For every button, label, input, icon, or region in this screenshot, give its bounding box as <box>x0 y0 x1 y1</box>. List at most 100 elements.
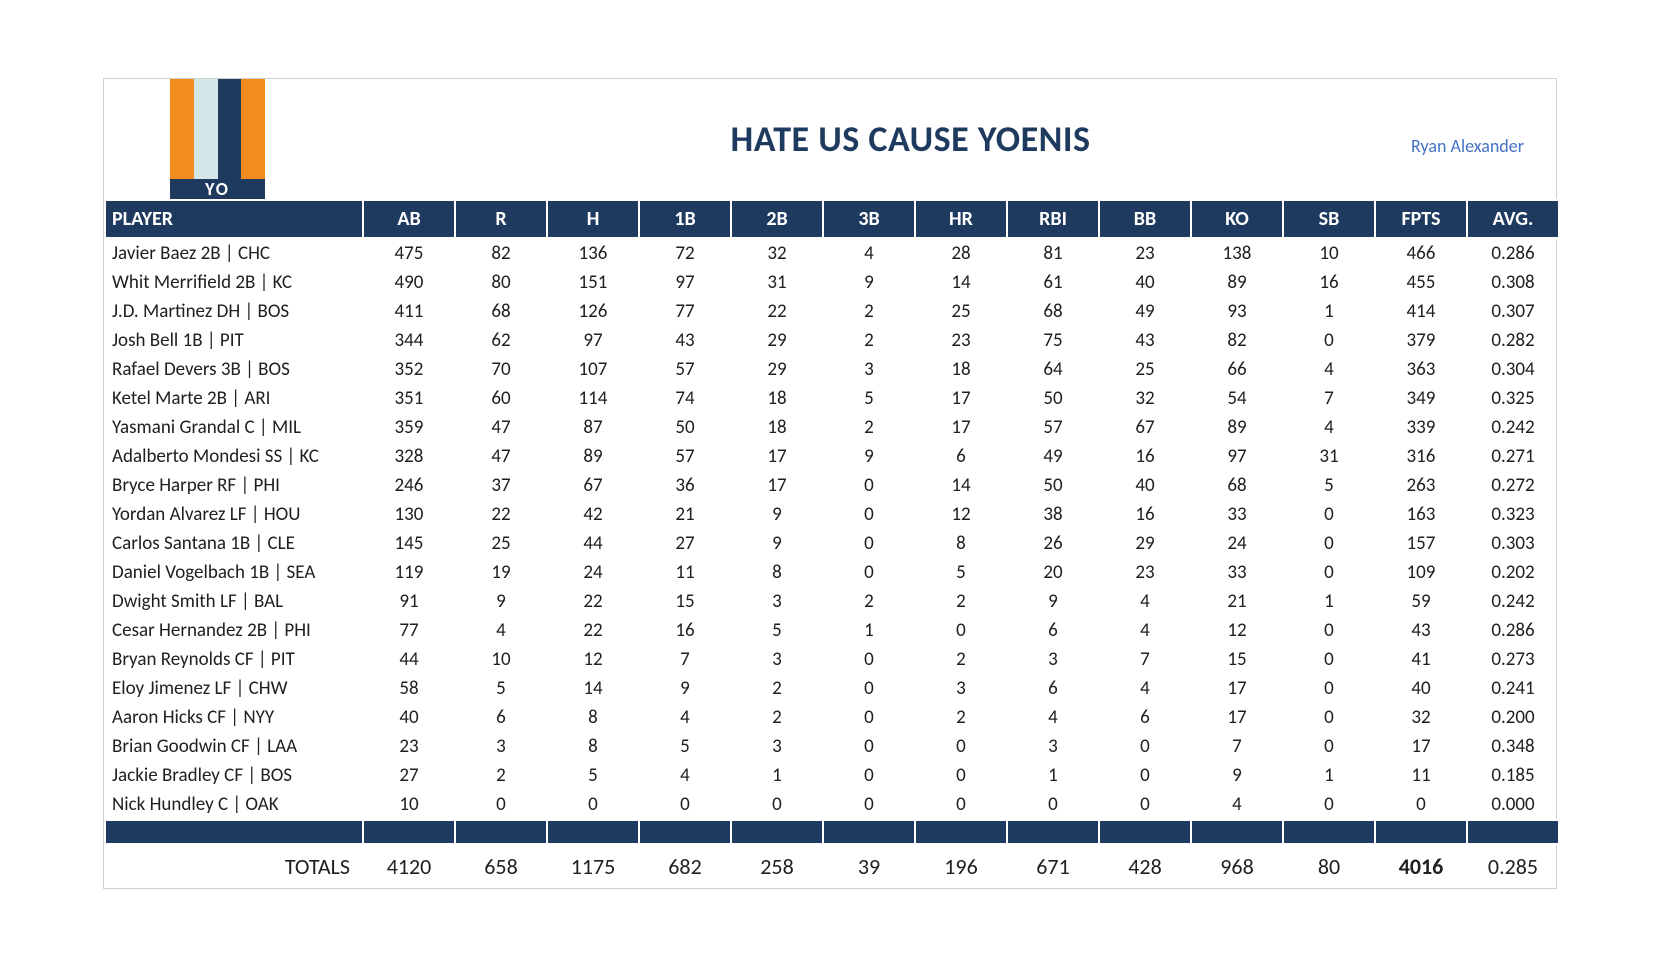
stat-cell: 21 <box>1191 587 1283 616</box>
stat-cell: 21 <box>639 500 731 529</box>
table-body: Javier Baez 2B | CHC47582136723242881231… <box>105 238 1559 888</box>
stat-cell: 22 <box>731 297 823 326</box>
stat-cell: 9 <box>823 442 915 471</box>
stat-cell: 17 <box>1191 674 1283 703</box>
stat-cell: 0 <box>731 790 823 820</box>
totals-cell: 1175 <box>547 844 639 888</box>
stat-cell: 0.272 <box>1467 471 1559 500</box>
player-cell: Bryce Harper RF | PHI <box>105 471 363 500</box>
player-cell: Rafael Devers 3B | BOS <box>105 355 363 384</box>
table-row: Javier Baez 2B | CHC47582136723242881231… <box>105 238 1559 268</box>
totals-cell: 4120 <box>363 844 455 888</box>
stats-page: YO HATE US CAUSE YOENIS Ryan Alexander P… <box>103 78 1557 889</box>
stat-cell: 17 <box>731 471 823 500</box>
stat-cell: 1 <box>1007 761 1099 790</box>
table-row: Aaron Hicks CF | NYY4068420246170320.200 <box>105 703 1559 732</box>
stat-cell: 0 <box>1283 558 1375 587</box>
totals-label: TOTALS <box>105 844 363 888</box>
stat-cell: 0 <box>823 790 915 820</box>
totals-cell: 658 <box>455 844 547 888</box>
stat-cell: 6 <box>1007 674 1099 703</box>
table-row: Bryan Reynolds CF | PIT44101273023715041… <box>105 645 1559 674</box>
totals-cell: 968 <box>1191 844 1283 888</box>
player-cell: Adalberto Mondesi SS | KC <box>105 442 363 471</box>
page-title: HATE US CAUSE YOENIS <box>265 117 1556 161</box>
stat-cell: 6 <box>915 442 1007 471</box>
stat-cell: 0 <box>1283 326 1375 355</box>
totals-cell: 428 <box>1099 844 1191 888</box>
stat-cell: 4 <box>1191 790 1283 820</box>
stat-cell: 89 <box>1191 268 1283 297</box>
column-header: PLAYER <box>105 200 363 238</box>
stat-cell: 455 <box>1375 268 1467 297</box>
stat-cell: 12 <box>547 645 639 674</box>
stat-cell: 82 <box>455 238 547 268</box>
stat-cell: 43 <box>1375 616 1467 645</box>
stat-cell: 68 <box>1007 297 1099 326</box>
stat-cell: 22 <box>547 616 639 645</box>
stat-cell: 0 <box>1283 790 1375 820</box>
stat-cell: 0 <box>1099 732 1191 761</box>
stat-cell: 38 <box>1007 500 1099 529</box>
stat-cell: 2 <box>455 761 547 790</box>
stat-cell: 8 <box>731 558 823 587</box>
player-cell: Bryan Reynolds CF | PIT <box>105 645 363 674</box>
stat-cell: 18 <box>731 413 823 442</box>
stat-cell: 5 <box>731 616 823 645</box>
stat-cell: 25 <box>915 297 1007 326</box>
stat-cell: 0 <box>1283 529 1375 558</box>
stat-cell: 17 <box>1191 703 1283 732</box>
stat-cell: 0 <box>915 761 1007 790</box>
stat-cell: 0.308 <box>1467 268 1559 297</box>
player-cell: Ketel Marte 2B | ARI <box>105 384 363 413</box>
stat-cell: 145 <box>363 529 455 558</box>
stat-cell: 0 <box>1283 732 1375 761</box>
totals-cell: 39 <box>823 844 915 888</box>
totals-cell: 4016 <box>1375 844 1467 888</box>
table-row: Yasmani Grandal C | MIL35947875018217576… <box>105 413 1559 442</box>
stat-cell: 16 <box>1099 500 1191 529</box>
stat-cell: 17 <box>731 442 823 471</box>
stat-cell: 47 <box>455 413 547 442</box>
stat-cell: 70 <box>455 355 547 384</box>
logo-stripe <box>170 79 194 179</box>
totals-row: TOTALS4120658117568225839196671428968804… <box>105 844 1559 888</box>
table-row: Adalberto Mondesi SS | KC328478957179649… <box>105 442 1559 471</box>
stat-cell: 29 <box>731 326 823 355</box>
stat-cell: 42 <box>547 500 639 529</box>
stat-cell: 1 <box>823 616 915 645</box>
column-header: AB <box>363 200 455 238</box>
stat-cell: 28 <box>915 238 1007 268</box>
stat-cell: 29 <box>1099 529 1191 558</box>
stat-cell: 81 <box>1007 238 1099 268</box>
stat-cell: 43 <box>639 326 731 355</box>
stat-cell: 0.242 <box>1467 587 1559 616</box>
stat-cell: 74 <box>639 384 731 413</box>
stat-cell: 31 <box>731 268 823 297</box>
stat-cell: 40 <box>1375 674 1467 703</box>
stat-cell: 7 <box>1099 645 1191 674</box>
stat-cell: 328 <box>363 442 455 471</box>
stat-cell: 2 <box>915 645 1007 674</box>
stat-cell: 4 <box>639 761 731 790</box>
stat-cell: 8 <box>547 703 639 732</box>
table-row: Jackie Bradley CF | BOS272541001091110.1… <box>105 761 1559 790</box>
stat-cell: 8 <box>547 732 639 761</box>
logo-stripes <box>170 79 265 179</box>
stat-cell: 352 <box>363 355 455 384</box>
stat-cell: 0 <box>823 529 915 558</box>
stat-cell: 14 <box>547 674 639 703</box>
player-cell: Yordan Alvarez LF | HOU <box>105 500 363 529</box>
logo-text: YO <box>170 179 265 199</box>
stat-cell: 23 <box>1099 558 1191 587</box>
stat-cell: 31 <box>1283 442 1375 471</box>
stat-cell: 68 <box>455 297 547 326</box>
stat-cell: 0 <box>915 616 1007 645</box>
column-header: 1B <box>639 200 731 238</box>
column-header: R <box>455 200 547 238</box>
stat-cell: 263 <box>1375 471 1467 500</box>
stat-cell: 49 <box>1099 297 1191 326</box>
stat-cell: 359 <box>363 413 455 442</box>
player-cell: Dwight Smith LF | BAL <box>105 587 363 616</box>
stat-cell: 490 <box>363 268 455 297</box>
